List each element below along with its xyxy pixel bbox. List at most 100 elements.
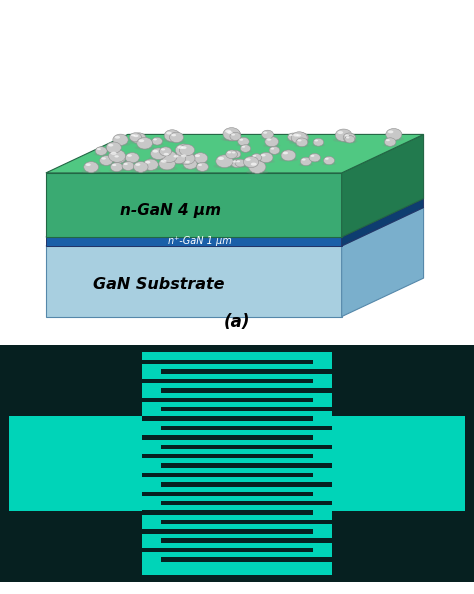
Ellipse shape	[228, 131, 233, 134]
Bar	[142, 416, 313, 421]
Ellipse shape	[279, 158, 298, 162]
Ellipse shape	[213, 164, 236, 169]
Ellipse shape	[218, 157, 224, 160]
Ellipse shape	[97, 148, 101, 150]
Ellipse shape	[345, 135, 355, 143]
Ellipse shape	[298, 140, 301, 141]
Polygon shape	[342, 198, 424, 246]
Ellipse shape	[231, 159, 242, 168]
Text: GaN Substrate: GaN Substrate	[92, 277, 224, 292]
Ellipse shape	[325, 158, 329, 160]
Ellipse shape	[94, 153, 109, 156]
Ellipse shape	[109, 150, 126, 162]
Ellipse shape	[115, 136, 120, 139]
Ellipse shape	[337, 131, 343, 134]
Ellipse shape	[345, 134, 349, 137]
Ellipse shape	[293, 134, 299, 137]
Ellipse shape	[129, 133, 141, 141]
Ellipse shape	[106, 159, 128, 163]
Ellipse shape	[335, 129, 352, 141]
Ellipse shape	[236, 143, 251, 146]
Ellipse shape	[109, 169, 125, 172]
Bar	[161, 557, 332, 562]
Bar	[161, 407, 332, 412]
Bar	[142, 360, 313, 365]
Bar	[142, 454, 313, 459]
Ellipse shape	[300, 157, 311, 166]
Ellipse shape	[322, 162, 336, 165]
Ellipse shape	[383, 144, 398, 147]
Ellipse shape	[231, 134, 235, 135]
Ellipse shape	[112, 164, 116, 166]
Ellipse shape	[242, 146, 245, 148]
Ellipse shape	[260, 137, 275, 140]
Ellipse shape	[173, 153, 194, 157]
Ellipse shape	[143, 159, 158, 170]
Ellipse shape	[162, 151, 177, 162]
Ellipse shape	[261, 154, 265, 157]
Bar	[332, 416, 465, 511]
Ellipse shape	[156, 166, 178, 170]
Ellipse shape	[250, 159, 263, 162]
Ellipse shape	[343, 141, 356, 143]
Ellipse shape	[161, 148, 165, 150]
Ellipse shape	[193, 153, 208, 163]
Ellipse shape	[161, 160, 166, 163]
Ellipse shape	[179, 144, 195, 156]
Ellipse shape	[295, 132, 308, 143]
Bar	[142, 435, 313, 440]
Ellipse shape	[265, 137, 279, 147]
Bar	[9, 416, 142, 511]
Ellipse shape	[386, 139, 390, 141]
Ellipse shape	[164, 153, 169, 156]
Bar	[161, 388, 332, 393]
Ellipse shape	[185, 161, 190, 163]
Ellipse shape	[162, 138, 182, 143]
Ellipse shape	[286, 139, 300, 141]
Ellipse shape	[313, 138, 324, 146]
Bar	[161, 426, 332, 430]
Ellipse shape	[234, 165, 247, 168]
Ellipse shape	[226, 150, 237, 159]
Ellipse shape	[128, 139, 143, 142]
Polygon shape	[342, 207, 424, 317]
Ellipse shape	[262, 130, 273, 139]
Ellipse shape	[230, 132, 241, 140]
Bar	[142, 352, 332, 575]
Ellipse shape	[230, 165, 244, 168]
Ellipse shape	[346, 137, 349, 138]
Bar	[161, 369, 332, 374]
Ellipse shape	[82, 169, 100, 173]
Ellipse shape	[177, 161, 197, 165]
Ellipse shape	[172, 153, 186, 164]
Ellipse shape	[232, 151, 236, 153]
Bar	[142, 491, 313, 496]
Ellipse shape	[223, 138, 243, 141]
Ellipse shape	[289, 140, 310, 144]
Ellipse shape	[124, 163, 128, 165]
Polygon shape	[46, 207, 424, 246]
Ellipse shape	[181, 146, 187, 149]
Ellipse shape	[104, 150, 123, 154]
Text: (a): (a)	[224, 313, 250, 331]
Ellipse shape	[333, 138, 354, 142]
Ellipse shape	[224, 156, 239, 159]
Ellipse shape	[113, 154, 126, 163]
Ellipse shape	[84, 162, 99, 172]
Ellipse shape	[231, 150, 241, 158]
Ellipse shape	[244, 156, 259, 168]
Ellipse shape	[269, 147, 280, 154]
Ellipse shape	[135, 146, 155, 150]
Polygon shape	[46, 246, 342, 317]
Ellipse shape	[113, 134, 128, 146]
Ellipse shape	[268, 152, 281, 155]
Ellipse shape	[299, 163, 313, 166]
Ellipse shape	[145, 161, 150, 163]
Ellipse shape	[266, 138, 271, 141]
Ellipse shape	[182, 166, 199, 170]
Ellipse shape	[246, 170, 268, 174]
Ellipse shape	[248, 160, 266, 173]
Polygon shape	[342, 134, 424, 237]
Ellipse shape	[191, 160, 210, 164]
Ellipse shape	[170, 132, 183, 143]
